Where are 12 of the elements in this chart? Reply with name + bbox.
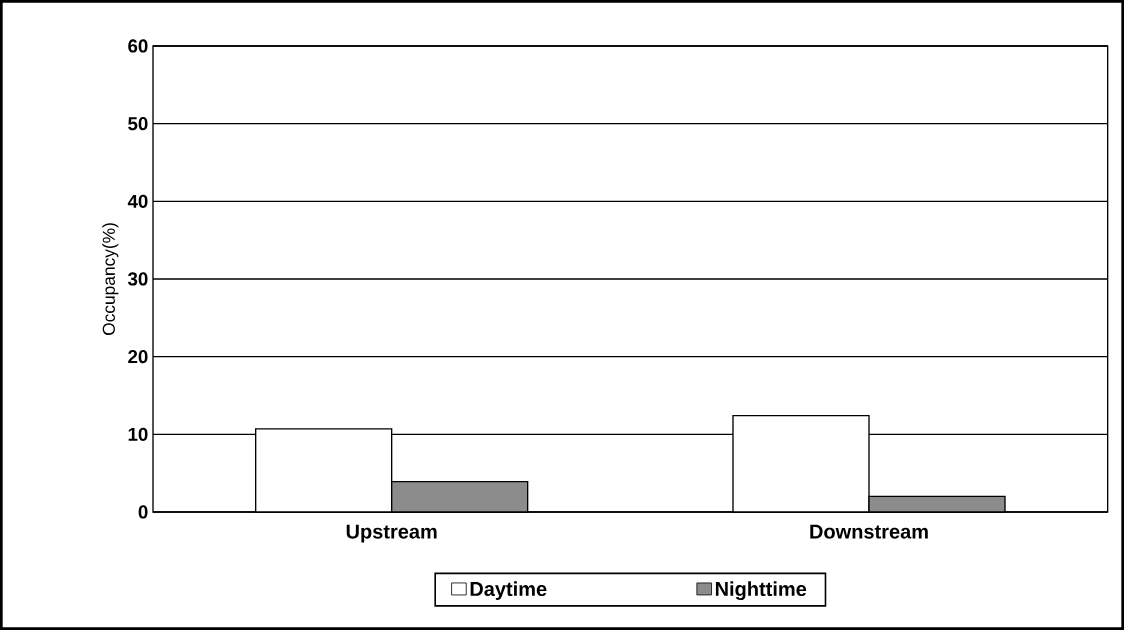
x-tick-label: Downstream — [810, 524, 928, 539]
y-tick-label: 50 — [128, 117, 148, 131]
x-tick-label: Upstream — [346, 524, 437, 543]
y-tick-label: 30 — [127, 272, 148, 286]
legend-label: Nighttime — [715, 581, 807, 601]
y-tick-label: 40 — [127, 194, 148, 208]
y-axis-title: Occupancy(%) — [102, 223, 119, 336]
y-tick-label: 60 — [128, 39, 148, 53]
y-tick-label: 0 — [138, 505, 148, 519]
y-tick-label: 20 — [128, 350, 148, 364]
legend-label: Daytime — [470, 581, 547, 600]
y-tick-label: 10 — [128, 427, 148, 441]
